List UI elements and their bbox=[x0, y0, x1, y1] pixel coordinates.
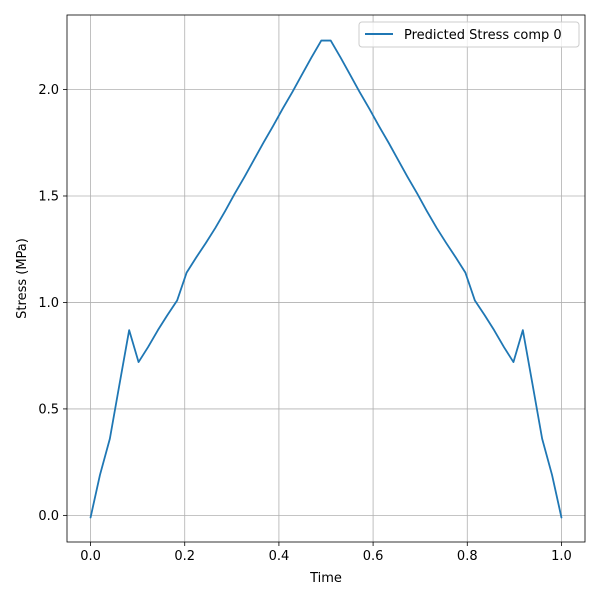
x-tick-label: 0.6 bbox=[363, 549, 384, 564]
y-tick-label: 0.5 bbox=[38, 402, 59, 417]
series-layer bbox=[89, 39, 563, 519]
y-axis-label: Stress (MPa) bbox=[15, 238, 30, 319]
legend-box bbox=[358, 21, 580, 48]
x-tick-label: 0.0 bbox=[80, 549, 101, 564]
y-tick-label: 1.0 bbox=[38, 296, 59, 311]
y-tick-label: 2.0 bbox=[38, 83, 59, 98]
x-tick-label: 0.2 bbox=[174, 549, 195, 564]
legend-entry-label: Predicted Stress comp 0 bbox=[404, 28, 562, 43]
legend: Predicted Stress comp 0 bbox=[358, 21, 580, 48]
x-axis-label: Time bbox=[309, 571, 342, 586]
x-tick-label: 0.8 bbox=[457, 549, 478, 564]
ticks: 0.0 0.2 0.4 0.6 0.8 1.0 0.0 0.5 1.0 1.5 2.0 bbox=[38, 83, 571, 564]
plot-area-frame bbox=[66, 14, 586, 543]
y-tick-label: 1.5 bbox=[38, 189, 59, 204]
y-tick-label: 0.0 bbox=[38, 509, 59, 524]
x-tick-label: 1.0 bbox=[551, 549, 572, 564]
series-line-0 bbox=[89, 39, 563, 519]
x-tick-label: 0.4 bbox=[269, 549, 290, 564]
